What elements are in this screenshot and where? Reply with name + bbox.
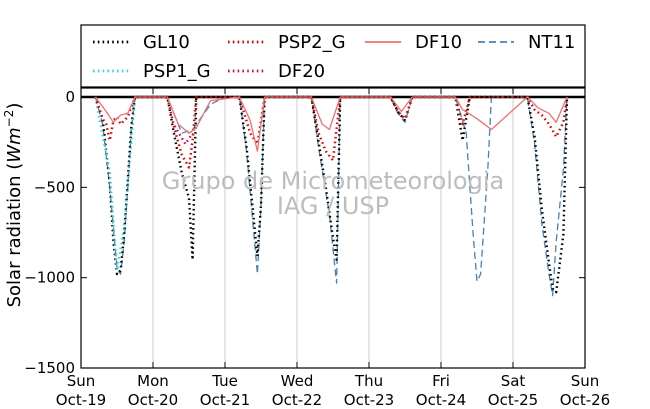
x-tick-label-date: Oct-23 [344,391,394,409]
y-tick-label: −1500 [24,359,75,377]
legend: GL10 PSP1_G PSP2_G DF10 DF20 NT11 [80,24,586,88]
x-tick-label-date: Oct-25 [488,391,538,409]
x-tick-label-day: Mon [137,372,169,390]
watermark-line-1: Grupo de Micrometeorologia [162,167,504,195]
x-tick-label-date: Oct-20 [128,391,178,409]
series-line-df10 [94,96,568,152]
x-tick-label-day: Sun [67,372,96,390]
series-group [94,95,569,297]
y-tick-label: 0 [65,88,75,106]
x-tick-label-day: Fri [432,372,450,390]
y-tick-label: −1000 [24,269,75,287]
plot-frame [80,87,586,369]
series-line-df20 [173,125,194,146]
legend-label-df20: DF20 [278,61,325,82]
legend-label-psp1-g: PSP1_G [143,61,211,82]
x-tick-label-day: Wed [281,372,314,390]
x-tick-label-day: Tue [211,372,238,390]
legend-label-psp2-g: PSP2_G [278,32,346,53]
x-tick-label-day: Sat [501,372,526,390]
x-tick-label-date: Oct-22 [272,391,322,409]
watermark: Grupo de Micrometeorologia IAG / USP [162,167,504,220]
series-line-psp2-g [94,95,569,169]
x-tick-label-date: Oct-21 [200,391,250,409]
x-tick-label-day: Thu [354,372,383,390]
x-tick-label-date: Oct-24 [416,391,466,409]
x-tick-label-date: Oct-26 [560,391,610,409]
legend-label-gl10: GL10 [143,32,190,53]
watermark-line-2: IAG / USP [277,192,389,220]
legend-label-nt11: NT11 [528,32,575,53]
x-tick-label-date: Oct-19 [56,391,106,409]
legend-label-df10: DF10 [415,32,462,53]
y-axis-label: Solar radiation (Wm−2) [2,103,25,308]
series-line-psp1-g [94,96,137,272]
axis-ticks: SunOct-19MonOct-20TueOct-21WedOct-22ThuO… [24,88,610,409]
y-tick-label: −500 [34,178,75,196]
grid-lines [152,88,514,368]
x-tick-label-day: Sun [571,372,600,390]
legend-box [80,24,586,88]
